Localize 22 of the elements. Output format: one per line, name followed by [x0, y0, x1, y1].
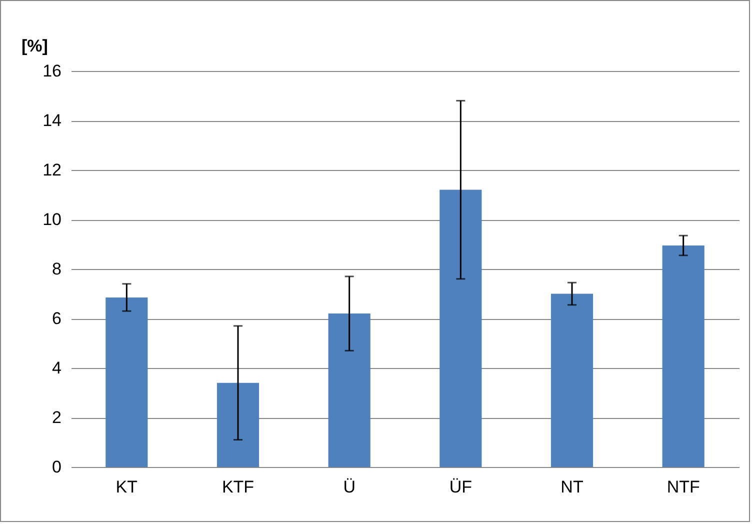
- bar: [440, 190, 482, 467]
- y-tick-label: 8: [52, 260, 62, 278]
- x-tick-label: ÜF: [449, 478, 472, 496]
- bar: [662, 245, 704, 467]
- y-tick-label: 12: [42, 160, 62, 180]
- bar: [328, 314, 370, 467]
- bar: [216, 382, 260, 467]
- bar: [550, 294, 594, 467]
- x-tick-label: KTF: [222, 478, 254, 496]
- y-tick-label: 10: [42, 210, 62, 229]
- x-tick-label: KT: [116, 478, 138, 496]
- y-tick-label: 0: [52, 458, 62, 476]
- x-tick-label: Ü: [343, 478, 356, 496]
- y-tick-label: 2: [52, 408, 62, 427]
- y-axis-title: [%]: [22, 36, 48, 56]
- y-tick-label: 14: [42, 111, 62, 130]
- y-tick-label: 6: [52, 309, 62, 328]
- y-tick-label: 16: [42, 62, 62, 80]
- x-tick-label: NTF: [666, 478, 700, 496]
- bar: [106, 297, 148, 467]
- x-tick-label: NT: [560, 478, 584, 496]
- y-tick-label: 4: [52, 358, 62, 378]
